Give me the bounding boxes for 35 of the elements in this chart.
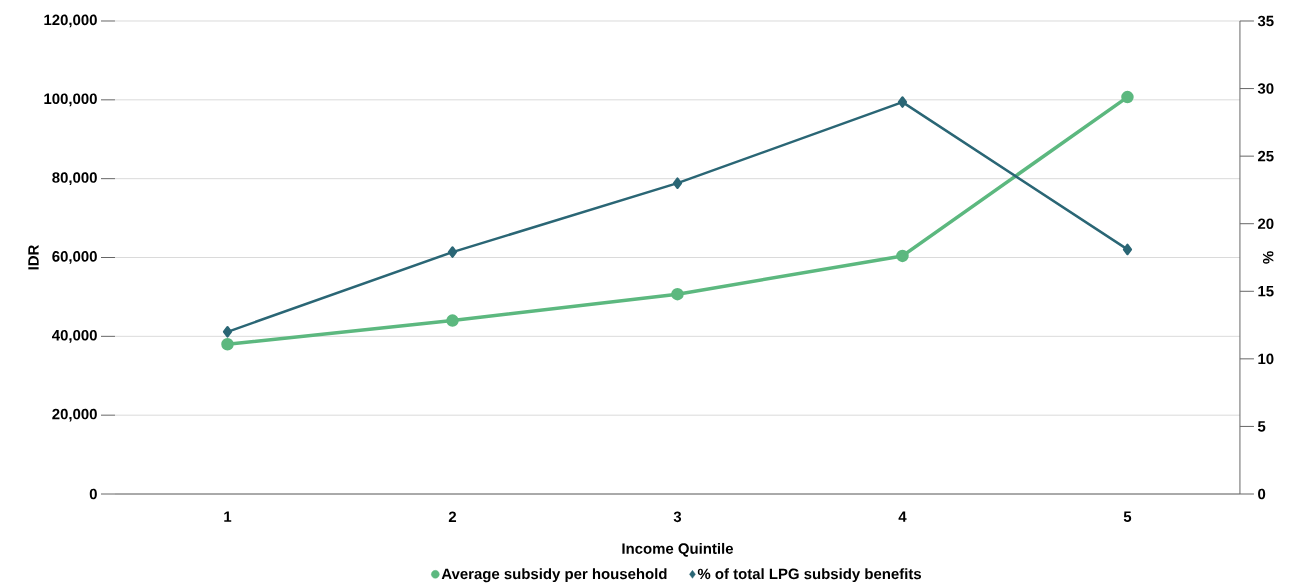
y-tick-label: 40,000: [51, 329, 97, 343]
point: [1121, 90, 1134, 104]
y-tick-label: 60,000: [52, 251, 97, 264]
x-axis-title: Income Quintile: [622, 542, 734, 557]
point: [446, 314, 459, 327]
x-tick-label: 4: [898, 511, 907, 522]
y2-tick-label: 20: [1257, 218, 1274, 229]
y2-tick-label: 0: [1258, 488, 1266, 500]
legend-label: % of total LPG subsidy benefits: [697, 568, 922, 583]
point: [222, 326, 233, 338]
point: [896, 249, 909, 263]
y2-tick-label: 30: [1257, 83, 1274, 94]
legend-label: Average subsidy per household: [441, 568, 667, 583]
y2-tick-label: 25: [1257, 150, 1274, 162]
point: [897, 96, 908, 108]
y2-tick-label: 10: [1258, 353, 1274, 365]
point: [221, 337, 234, 351]
x-tick-label: 2: [448, 511, 457, 522]
point: [671, 287, 684, 301]
y-tick-label: 80,000: [52, 172, 97, 186]
y2-axis-title: %: [1262, 251, 1274, 264]
y-tick-label: 100,000: [44, 93, 97, 107]
x-tick-label: 3: [673, 511, 682, 523]
y-tick-label: 0: [89, 488, 97, 500]
x-tick-label: 5: [1123, 511, 1132, 522]
y-axis-title: IDR: [28, 244, 39, 270]
point: [447, 246, 458, 258]
y2-tick-label: 35: [1257, 15, 1274, 27]
x-tick-label: 1: [224, 511, 232, 522]
point: [1122, 243, 1133, 256]
y-tick-label: 20,000: [52, 408, 97, 422]
y-tick-label: 120,000: [44, 14, 97, 28]
y2-tick-label: 5: [1257, 421, 1266, 432]
y2-tick-label: 15: [1258, 286, 1274, 297]
point: [672, 177, 683, 189]
